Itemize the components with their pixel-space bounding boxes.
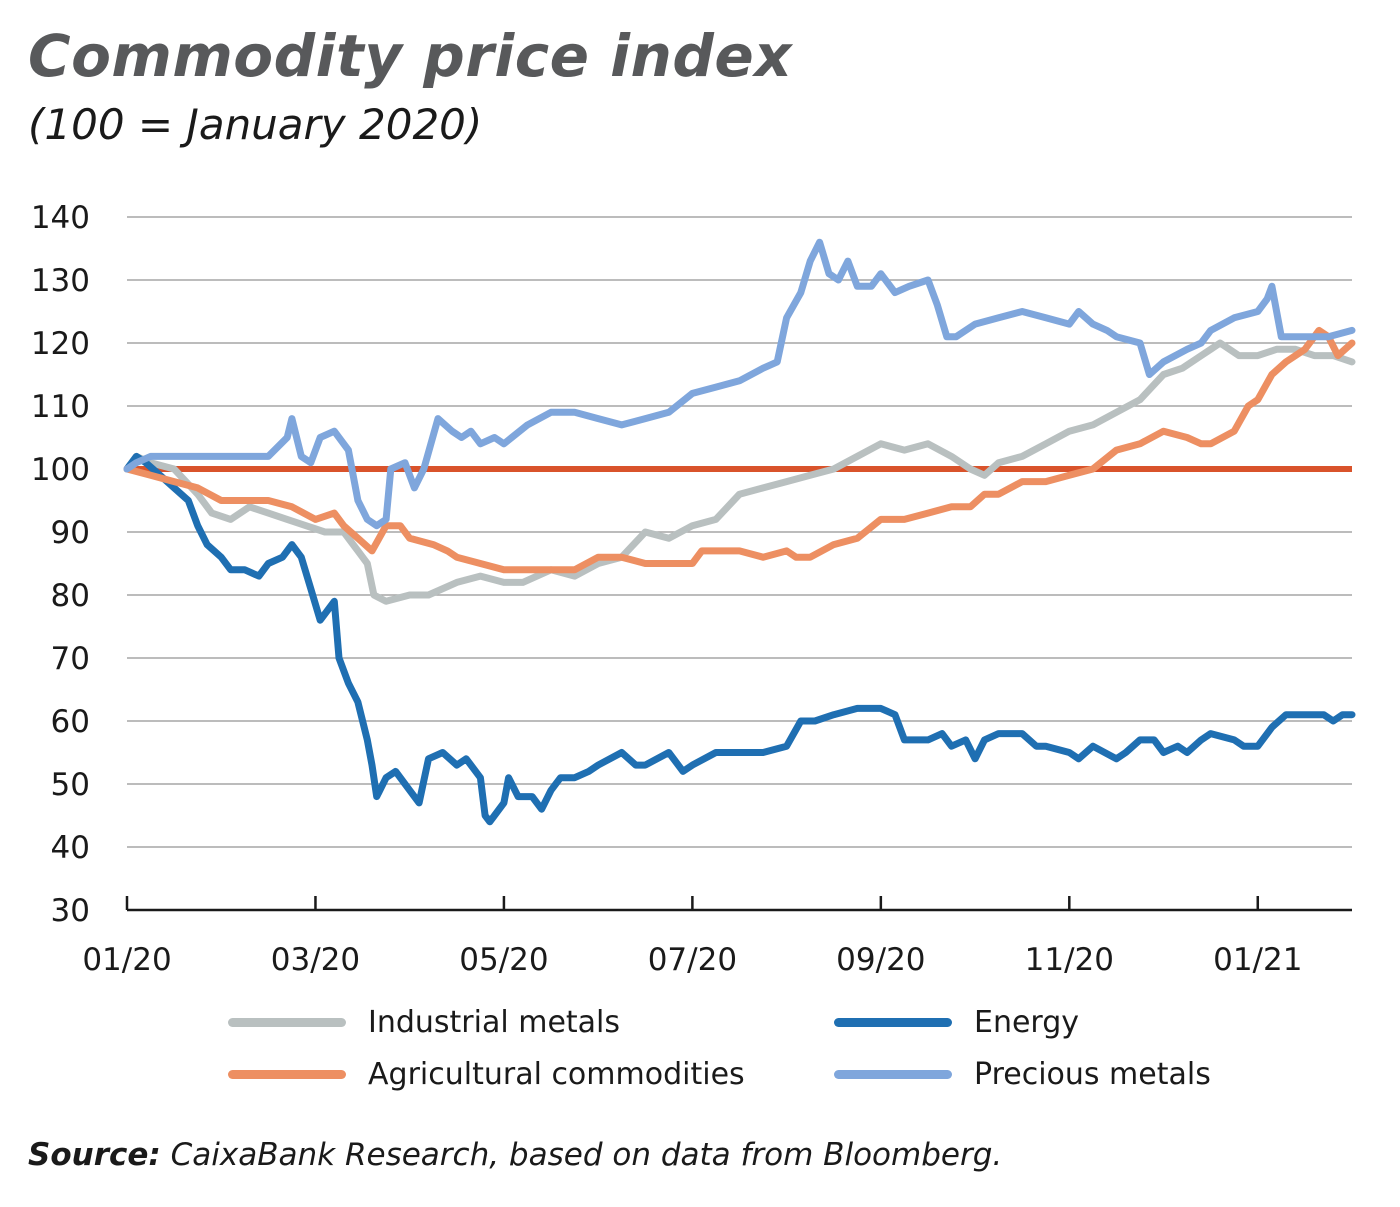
y-tick-label-30: 30 xyxy=(51,893,90,929)
source-text: CaixaBank Research, based on data from B… xyxy=(170,1137,1003,1173)
y-tick-label-70: 70 xyxy=(51,641,90,677)
y-tick-label-90: 90 xyxy=(51,515,90,551)
y-tick-label-120: 120 xyxy=(31,326,90,362)
series-line-industrial-metals xyxy=(123,339,1356,605)
legend-label-industrial-metals: Industrial metals xyxy=(368,1005,621,1040)
legend-item-industrial-metals: Industrial metals xyxy=(228,1005,620,1040)
legend-label-agricultural-commodities: Agricultural commodities xyxy=(368,1057,745,1092)
line-chart: 30 40 50 60 70 80 90 100 110 120 130 140 01/20 03/20… xyxy=(31,200,1356,978)
y-tick-label-60: 60 xyxy=(51,704,90,740)
x-tick-label-03-20: 03/20 xyxy=(271,942,360,978)
x-axis: 01/20 03/20 05/20 07/20 09/20 11/20 01/21 xyxy=(82,896,1352,978)
legend-item-energy: Energy xyxy=(834,1005,1079,1040)
legend-swatch-precious-metals xyxy=(834,1070,952,1079)
source-note: Source: CaixaBank Research, based on dat… xyxy=(28,1137,1002,1173)
y-tick-label-130: 130 xyxy=(31,263,90,299)
legend: Industrial metals Energy Agricultural co… xyxy=(228,1005,1328,1115)
y-tick-label-50: 50 xyxy=(51,767,90,803)
x-tick-label-07-20: 07/20 xyxy=(648,942,737,978)
y-tick-label-140: 140 xyxy=(31,200,90,236)
legend-swatch-energy xyxy=(834,1018,952,1027)
series-lines xyxy=(123,238,1356,826)
chart-subtitle: (100 = January 2020) xyxy=(28,100,483,149)
legend-label-energy: Energy xyxy=(974,1005,1080,1040)
source-label: Source: xyxy=(28,1137,161,1173)
legend-swatch-industrial-metals xyxy=(228,1018,346,1027)
x-tick-label-11-20: 11/20 xyxy=(1025,942,1114,978)
x-tick-label-01-21: 01/21 xyxy=(1213,942,1302,978)
x-tick-label-09-20: 09/20 xyxy=(836,942,925,978)
legend-swatch-agricultural-commodities xyxy=(228,1070,346,1079)
series-line-precious-metals xyxy=(123,238,1356,530)
legend-label-precious-metals: Precious metals xyxy=(974,1057,1211,1092)
y-tick-label-80: 80 xyxy=(51,578,90,614)
x-tick-label-01-20: 01/20 xyxy=(82,942,171,978)
y-tick-label-110: 110 xyxy=(31,389,90,425)
legend-item-agricultural-commodities: Agricultural commodities xyxy=(228,1057,745,1092)
chart-title: Commodity price index xyxy=(28,22,793,90)
series-line-agricultural-commodities xyxy=(123,326,1356,574)
series-line-energy xyxy=(123,452,1356,826)
y-axis-tick-labels: 30 40 50 60 70 80 90 100 110 120 130 140 xyxy=(31,200,90,929)
y-tick-label-40: 40 xyxy=(51,830,90,866)
legend-item-precious-metals: Precious metals xyxy=(834,1057,1211,1092)
x-tick-label-05-20: 05/20 xyxy=(459,942,548,978)
y-tick-label-100: 100 xyxy=(31,452,90,488)
